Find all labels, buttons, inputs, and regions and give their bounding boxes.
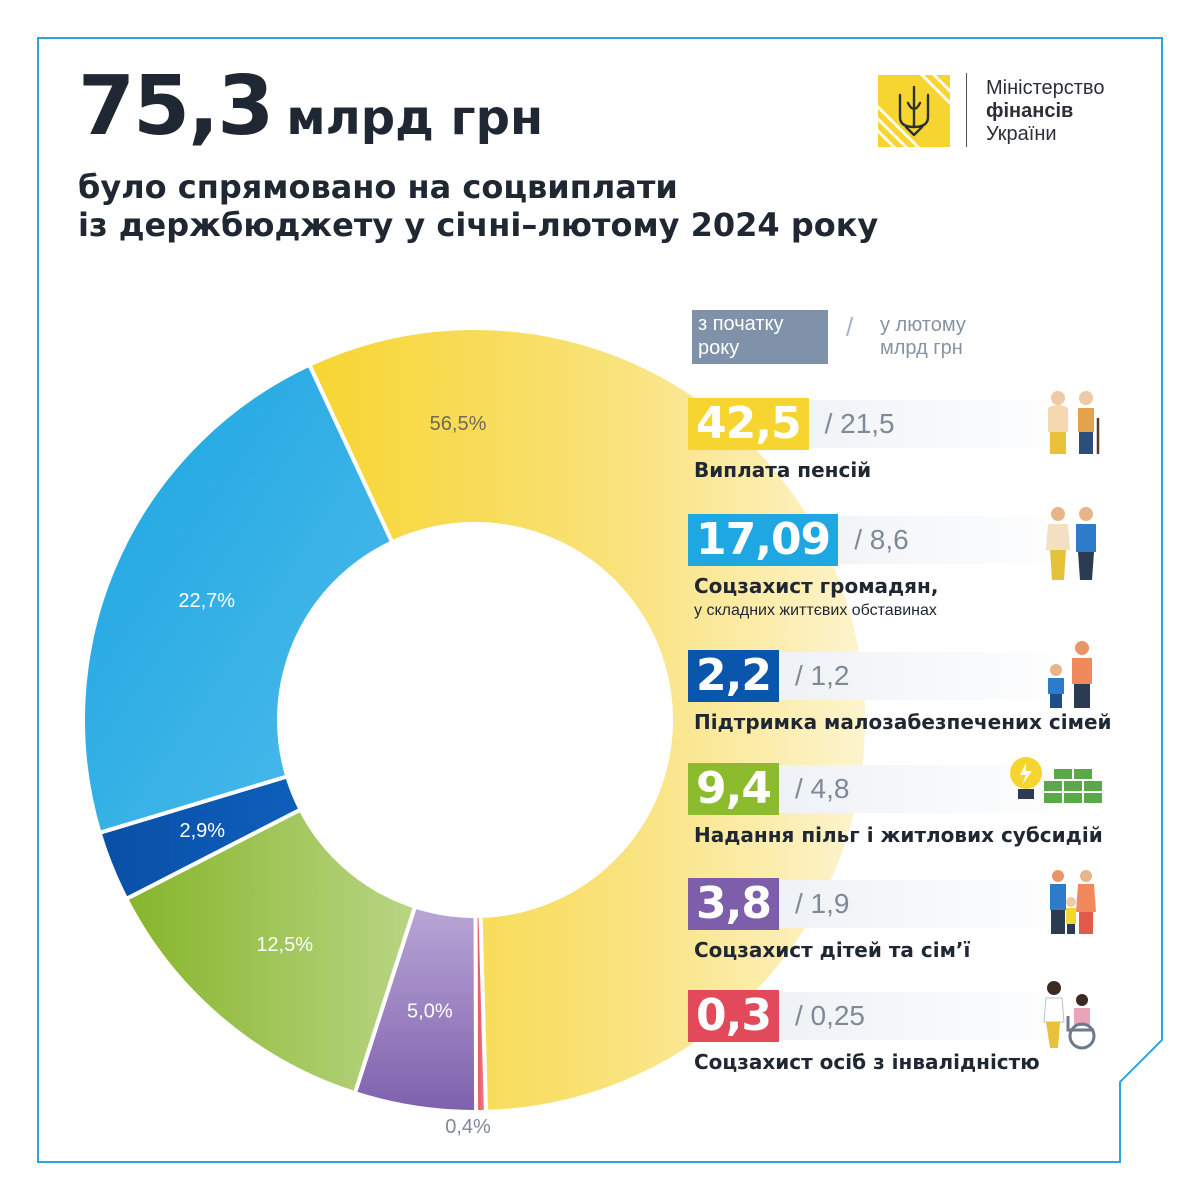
total-amount: 75,3 (78, 59, 274, 154)
elderly-couple-icon (1038, 388, 1108, 462)
ytd-value-badge: 3,8 (688, 878, 779, 930)
legend-monthly-line-2: млрд грн (880, 337, 963, 359)
category-label: Підтримка малозабезпечених сімей (694, 710, 1112, 734)
legend-slash: / (846, 312, 854, 342)
donut-label-5: 2,9% (179, 820, 225, 842)
donut-slice-6 (81, 362, 395, 836)
headline: 75,3 млрд грн (78, 66, 543, 148)
family-icon (1038, 868, 1108, 942)
monthly-value: / 1,9 (794, 888, 850, 919)
category-label: Соцзахист осіб з інвалідністю (694, 1050, 1040, 1074)
legend-monthly-label: у лютому млрд грн (880, 314, 966, 360)
category-label: Соцзахист громадян, (694, 574, 939, 598)
parent-child-icon (1038, 640, 1108, 714)
ytd-value-badge: 2,2 (688, 650, 779, 702)
logo-line-1: Міністерство (986, 77, 1105, 99)
category-label: Виплата пенсій (694, 458, 872, 482)
donut-label-1: 56,5% (430, 413, 487, 435)
donut-label-6: 22,7% (178, 590, 235, 612)
wheelchair-icon (1038, 980, 1108, 1054)
ytd-value-badge: 9,4 (688, 763, 779, 815)
subtitle-line-2: із держбюджету у січні–лютому 2024 року (78, 206, 879, 244)
monthly-value: / 8,6 (854, 524, 909, 555)
couple-icon (1038, 504, 1108, 588)
donut-label-2: 0,4% (445, 1116, 491, 1138)
lightbulb-money-icon (1008, 753, 1108, 817)
logo-line-2: фінансів (986, 100, 1074, 122)
donut-slice-4 (123, 806, 418, 1096)
trident-logo-icon (878, 75, 950, 147)
monthly-value: / 1,2 (794, 660, 850, 691)
donut-label-4: 12,5% (256, 934, 313, 956)
monthly-value: / 21,5 (824, 408, 895, 439)
monthly-value: / 0,25 (794, 1000, 866, 1031)
logo-line-3: України (986, 123, 1057, 145)
legend-monthly-line-1: у лютому (880, 314, 966, 336)
total-unit: млрд грн (286, 90, 544, 146)
ytd-value-badge: 42,5 (688, 398, 809, 450)
subtitle-line-1: було спрямовано на соцвиплати (78, 168, 678, 206)
monthly-value: / 4,8 (794, 773, 850, 804)
category-sublabel: у складних життєвих обставинах (694, 602, 937, 619)
ytd-value-badge: 0,3 (688, 990, 779, 1042)
logo-divider (966, 73, 967, 147)
category-label: Соцзахист дітей та сім’ї (694, 938, 971, 962)
donut-label-3: 5,0% (407, 1001, 453, 1023)
category-label: Надання пільг і житлових субсидій (694, 823, 1103, 847)
ytd-value-badge: 17,09 (688, 514, 839, 566)
legend-ytd-label: з початку року (692, 310, 828, 364)
